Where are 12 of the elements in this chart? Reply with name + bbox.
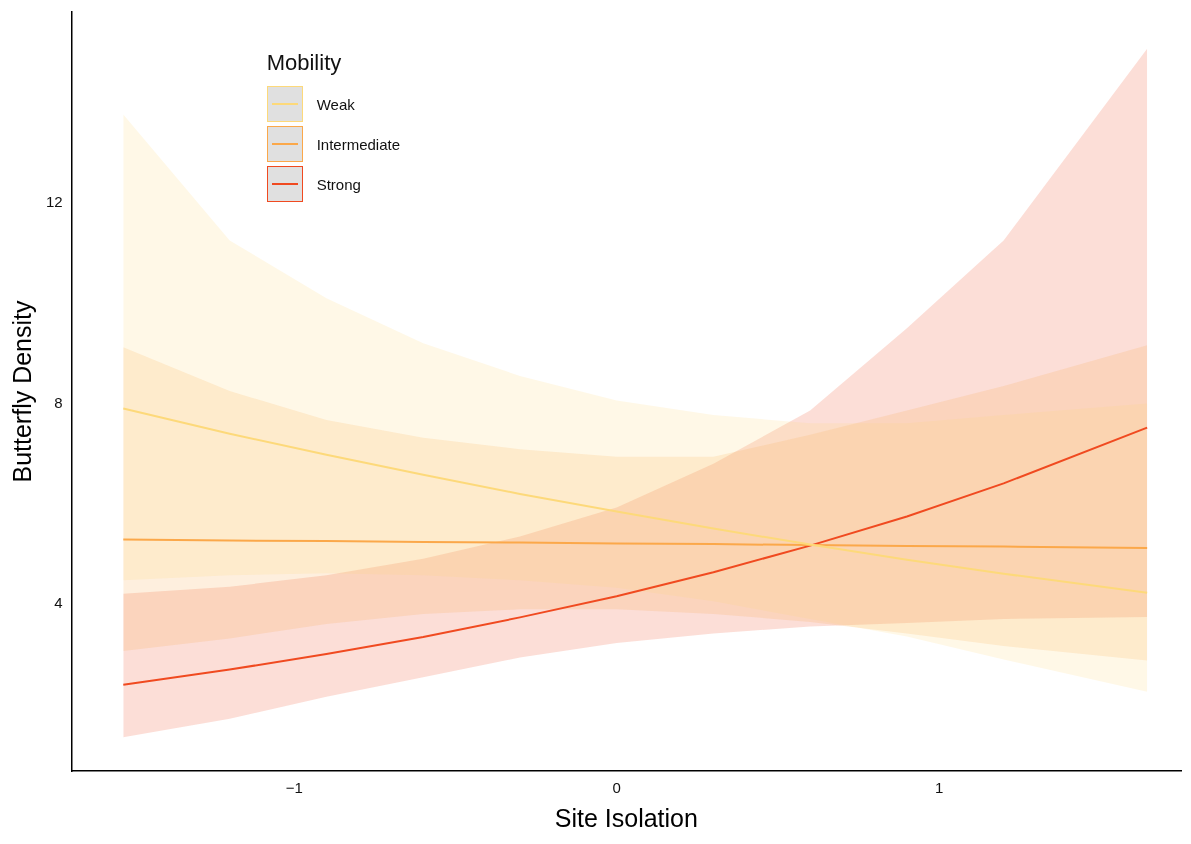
x-axis-title: Site Isolation [554, 803, 698, 832]
x-tick-label: −1 [285, 779, 303, 797]
y-axis-title: Butterfly Density [7, 300, 36, 483]
y-tick-label: 4 [54, 594, 63, 612]
legend-label: Weak [316, 95, 355, 113]
legend-label: Strong [316, 175, 361, 193]
x-tick-label: 0 [612, 779, 621, 797]
legend-title: Mobility [266, 50, 343, 76]
x-tick-label: 1 [934, 779, 944, 797]
legend-label: Intermediate [316, 135, 401, 153]
y-tick-label: 12 [46, 192, 63, 210]
y-tick-label: 8 [54, 393, 63, 411]
